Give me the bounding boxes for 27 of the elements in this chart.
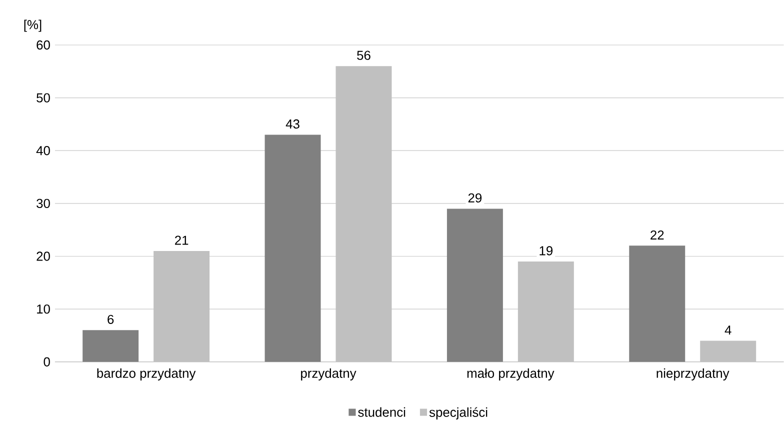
y-tick-label: 60 (36, 40, 50, 50)
data-label: 56 (357, 50, 370, 60)
bar (264, 134, 321, 362)
data-label: 4 (724, 326, 732, 335)
data-label: 19 (540, 246, 553, 256)
y-tick-label: 10 (37, 304, 50, 314)
y-tick-label: 40 (36, 146, 50, 156)
data-label: 6 (108, 314, 114, 324)
data-label: 29 (468, 193, 482, 203)
y-tick-label: 50 (36, 93, 50, 102)
legend-label: studenci (358, 407, 406, 417)
x-tick-label: przydatny (301, 368, 356, 381)
y-tick-label: 0 (44, 357, 50, 367)
x-tick-label: bardzo przydatny (97, 368, 196, 381)
x-tick-label: nieprzydatny (656, 368, 730, 381)
x-tick-label: mało przydatny (467, 368, 554, 381)
y-axis-title: [%] (24, 20, 42, 32)
legend-label: specjaliści (429, 407, 488, 420)
bar (82, 330, 139, 362)
bar (629, 246, 686, 362)
y-tick-label: 20 (36, 252, 50, 261)
data-label: 43 (286, 119, 300, 129)
y-tick-label: 30 (36, 198, 50, 208)
bar (446, 208, 503, 362)
data-label: 22 (650, 230, 664, 240)
bar (700, 340, 756, 362)
data-label: 21 (175, 236, 188, 245)
